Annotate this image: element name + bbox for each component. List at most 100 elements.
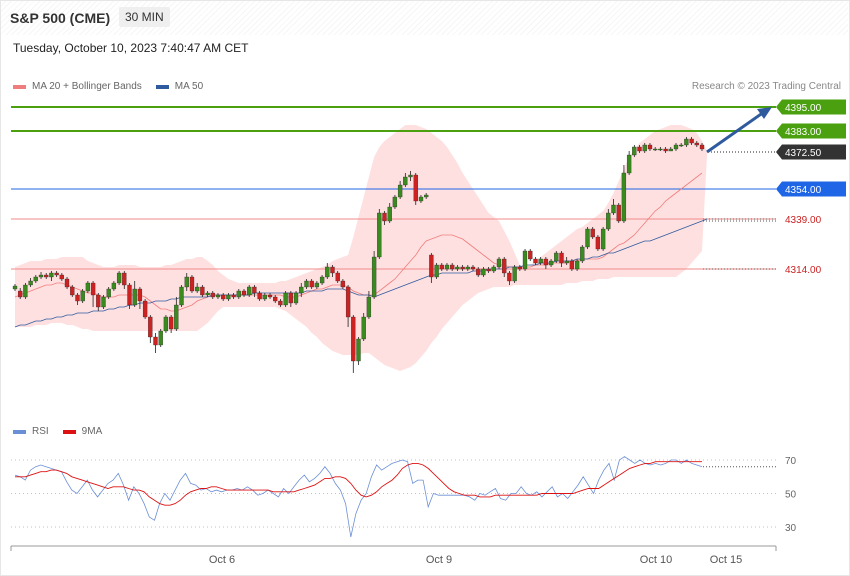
candle	[408, 171, 413, 181]
candle-body	[64, 278, 70, 288]
candle-body	[195, 286, 200, 292]
candle-body	[174, 304, 179, 330]
candle-body	[366, 296, 372, 318]
candle-body	[184, 276, 189, 288]
candle-body	[70, 286, 75, 296]
candle	[689, 137, 694, 145]
candle-body	[444, 264, 450, 270]
candle	[90, 281, 96, 307]
candle-body	[647, 144, 653, 150]
candle-body	[502, 258, 507, 274]
candle	[288, 291, 293, 307]
time-label-Oct-10: Oct 10	[640, 554, 672, 566]
candle-body	[340, 280, 346, 288]
candle-body	[611, 204, 616, 214]
candle	[543, 257, 549, 269]
candle-body	[476, 268, 481, 276]
candle-body	[273, 296, 278, 302]
candle-body	[158, 330, 163, 346]
candle	[278, 299, 283, 307]
candle	[434, 263, 439, 279]
candle-body	[507, 272, 512, 282]
candle-body	[101, 296, 106, 308]
price-label-4372.50: 4372.50	[776, 144, 846, 160]
rsi-legend-swatch	[13, 429, 26, 434]
candle	[616, 203, 621, 223]
candle	[116, 271, 122, 285]
rsi-tick-30: 30	[785, 523, 797, 534]
candle	[189, 275, 195, 293]
candle-body	[236, 290, 241, 298]
candle	[517, 265, 522, 271]
candle-body	[450, 264, 455, 270]
candle-body	[429, 254, 434, 278]
candle	[23, 283, 28, 299]
price-label-text: 4395.00	[785, 103, 822, 114]
candle	[200, 285, 205, 297]
candle-body	[465, 266, 470, 270]
candle-body	[241, 290, 247, 296]
rsi-legend-label: RSI	[32, 426, 49, 437]
candle-body	[330, 266, 335, 274]
candle-body	[168, 316, 174, 330]
candle	[502, 257, 507, 277]
ma50-legend-label: MA 50	[174, 81, 204, 92]
candle-body	[585, 228, 590, 248]
candle	[559, 251, 564, 267]
candle	[600, 227, 606, 251]
candle	[486, 267, 491, 273]
candle-body	[356, 338, 361, 362]
candle	[528, 249, 533, 261]
candle	[304, 279, 309, 289]
rsi-tick-70: 70	[785, 456, 797, 467]
candle-body	[85, 282, 91, 292]
candle	[330, 265, 335, 277]
rsi-ma-legend-label: 9MA	[81, 426, 103, 437]
candle	[611, 199, 616, 215]
candle	[522, 249, 528, 271]
candle-body	[28, 280, 33, 286]
candle-body	[595, 236, 601, 250]
candle	[122, 271, 127, 289]
candle-body	[522, 250, 528, 270]
candle-body	[679, 144, 684, 147]
candle	[325, 263, 330, 279]
rsi-line	[14, 456, 703, 538]
candle-body	[371, 256, 377, 298]
candle-body	[200, 286, 205, 296]
candle-body	[90, 282, 96, 296]
rsi-ma-legend-swatch	[62, 429, 76, 434]
time-axis: Oct 6 Oct 9 Oct 10 Oct 15	[10, 545, 777, 566]
candle	[148, 315, 153, 343]
candle	[59, 273, 64, 281]
candle-body	[345, 286, 351, 318]
candle-body	[80, 290, 85, 302]
candle	[663, 147, 668, 153]
candle-body	[288, 292, 293, 304]
candle	[168, 315, 174, 333]
candle	[54, 271, 59, 277]
candle-body	[424, 194, 429, 198]
candle-body	[606, 212, 611, 230]
candle	[637, 145, 642, 153]
price-legend: MA 20 + Bollinger Bands MA 50	[13, 81, 203, 92]
candle	[340, 279, 346, 289]
ma20-legend-swatch	[13, 84, 26, 89]
candle	[606, 209, 611, 231]
candle	[397, 181, 403, 199]
time-label-Oct-9: Oct 9	[426, 554, 452, 566]
candle	[465, 265, 470, 271]
candle	[564, 257, 569, 265]
candle-body	[699, 144, 705, 150]
candle	[174, 297, 179, 331]
candle	[299, 283, 304, 297]
timeframe-button[interactable]: 30 MIN	[119, 7, 170, 27]
candle-body	[377, 212, 382, 258]
candle	[226, 293, 231, 301]
time-label-Oct-15: Oct 15	[710, 554, 742, 566]
candle	[49, 271, 54, 281]
candle	[371, 251, 377, 299]
ma50-legend-swatch	[155, 84, 169, 89]
candle	[12, 284, 18, 291]
